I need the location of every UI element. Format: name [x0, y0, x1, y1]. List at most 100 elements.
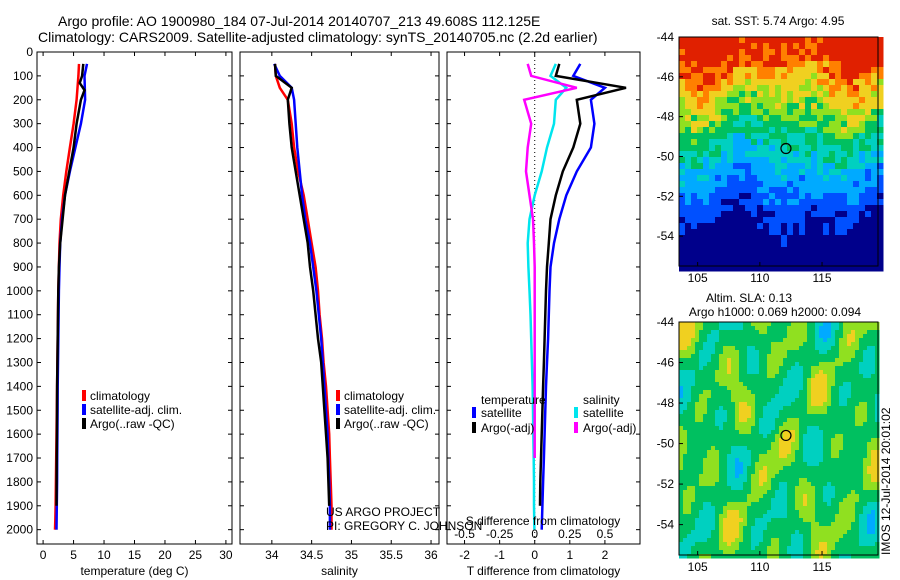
sst-map-cell: [841, 187, 848, 194]
sla-map-cell: [815, 334, 820, 339]
sla-map-cell: [775, 522, 780, 527]
sst-map-cell: [775, 265, 782, 272]
sla-map-cell: [739, 530, 744, 535]
sla-map-cell: [731, 458, 736, 463]
sst-map-cell: [721, 97, 728, 104]
sla-map-cell: [859, 474, 864, 479]
sla-map-cell: [707, 458, 712, 463]
sla-map-cell: [707, 346, 712, 351]
sst-map-cell: [865, 169, 872, 176]
sst-map-cell: [775, 55, 782, 62]
sst-map-ytick-label: -52: [657, 189, 675, 203]
sla-map-cell: [679, 542, 684, 547]
sst-map-cell: [841, 199, 848, 206]
sla-map-cell: [831, 330, 836, 335]
sst-map-cell: [679, 109, 686, 116]
sla-map-cell: [827, 490, 832, 495]
sla-map-cell: [715, 482, 720, 487]
sla-map-cell: [691, 322, 696, 327]
sla-map-cell: [763, 490, 768, 495]
sst-map-cell: [799, 193, 806, 200]
sst-map-cell: [739, 43, 746, 50]
sla-map-cell: [851, 482, 856, 487]
sst-map-cell: [739, 199, 746, 206]
sla-map-cell: [747, 438, 752, 443]
sla-map-cell: [803, 434, 808, 439]
sst-map-cell: [787, 229, 794, 236]
sst-map-cell: [829, 97, 836, 104]
sla-map-cell: [847, 394, 852, 399]
sst-map-cell: [751, 139, 758, 146]
sla-map-cell: [819, 414, 824, 419]
sla-map-cell: [867, 462, 872, 467]
sst-map-cell: [679, 103, 686, 110]
sla-map-cell: [719, 322, 724, 327]
temperature-legend-swatch: [82, 390, 86, 401]
sla-map-cell: [759, 490, 764, 495]
depth-tick-label: 800: [13, 236, 33, 250]
salinity-legend-item: satellite-adj. clim.: [344, 403, 436, 417]
sst-map-cell: [805, 187, 812, 194]
sla-map-cell: [779, 506, 784, 511]
sst-map-cell: [727, 217, 734, 224]
sla-map-cell: [691, 402, 696, 407]
sst-map-cell: [817, 79, 824, 86]
sla-map-cell: [763, 502, 768, 507]
sla-map-cell: [863, 382, 868, 387]
sla-map-cell: [807, 330, 812, 335]
sla-map-cell: [827, 466, 832, 471]
argo-float-marker: [780, 142, 792, 155]
sla-map-cell: [839, 326, 844, 331]
sla-map-cell: [735, 478, 740, 483]
sst-map-cell: [697, 187, 704, 194]
sst-map-cell: [703, 55, 710, 62]
sla-map-cell: [811, 546, 816, 551]
sla-map-cell: [707, 366, 712, 371]
sla-map-cell: [707, 518, 712, 523]
sla-map-cell: [815, 522, 820, 527]
sla-map-cell: [711, 414, 716, 419]
sla-map-cell: [771, 538, 776, 543]
sst-map-cell: [835, 187, 842, 194]
sla-map-cell: [863, 550, 868, 555]
sla-map-cell: [811, 394, 816, 399]
sst-map-cell: [685, 151, 692, 158]
sst-map-cell: [727, 49, 734, 56]
sla-map-cell: [703, 366, 708, 371]
sla-map-cell: [831, 550, 836, 555]
sst-map-cell: [751, 175, 758, 182]
sst-map-cell: [835, 217, 842, 224]
sla-map-cell: [803, 494, 808, 499]
sst-map-cell: [781, 187, 788, 194]
sla-map-cell: [747, 358, 752, 363]
sla-map-cell: [815, 534, 820, 539]
sla-map-cell: [719, 378, 724, 383]
sla-map-cell: [747, 502, 752, 507]
sst-map-cell: [835, 229, 842, 236]
sla-map-cell: [803, 542, 808, 547]
sst-map-cell: [727, 127, 734, 134]
sla-map-cell: [711, 370, 716, 375]
sla-map-cell: [783, 470, 788, 475]
depth-tick-label: 900: [13, 260, 33, 274]
sst-map-cell: [859, 229, 866, 236]
sst-map-cell: [811, 169, 818, 176]
sst-map-cell: [709, 199, 716, 206]
sla-map-cell: [775, 462, 780, 467]
sla-map-cell: [863, 546, 868, 551]
sla-map-cell: [687, 342, 692, 347]
sla-map-cell: [851, 478, 856, 483]
sla-map-cell: [867, 518, 872, 523]
sla-map-cell: [683, 478, 688, 483]
sla-map-cell: [803, 382, 808, 387]
sst-map-cell: [781, 217, 788, 224]
sla-map-cell: [803, 426, 808, 431]
sla-map-cell: [815, 386, 820, 391]
sst-map-cell: [733, 229, 740, 236]
sst-map-cell: [871, 121, 878, 128]
sst-map-cell: [859, 79, 866, 86]
sla-map-cell: [695, 470, 700, 475]
sst-map-cell: [727, 163, 734, 170]
sla-map-cell: [847, 326, 852, 331]
sla-map-cell: [687, 346, 692, 351]
